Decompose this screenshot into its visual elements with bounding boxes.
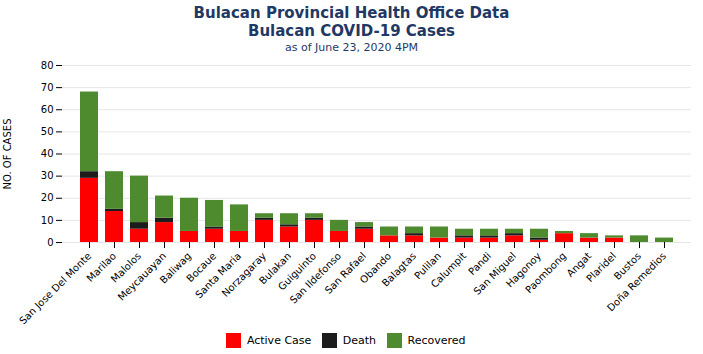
svg-text:Guiguinto: Guiguinto [275,250,319,293]
html-text:Bulacan Provincial Health Offi: Bulacan Provincial Health Office Data [193,4,510,22]
svg-text:Norzagaray: Norzagaray [219,250,269,299]
svg-text:Bulakan: Bulakan [257,250,294,287]
svg-text:30: 30 [41,170,54,181]
svg-text:70: 70 [41,82,54,93]
svg-text:Marilao: Marilao [84,250,119,284]
svg-text:San Ildefonso: San Ildefonso [287,250,344,306]
svg-text:Hagonoy: Hagonoy [503,250,544,290]
svg-text:10: 10 [41,215,54,226]
svg-text:Bustos: Bustos [611,250,644,282]
html-text:Death: Death [342,334,377,347]
svg-text:Plaridel: Plaridel [584,250,618,284]
svg-text:50: 50 [41,126,54,137]
svg-text:Santa Maria: Santa Maria [193,250,244,301]
svg-text:Bocaue: Bocaue [184,250,219,285]
svg-text:Angat: Angat [564,250,594,279]
svg-text:Meycauayan: Meycauayan [115,250,169,303]
svg-text:Obando: Obando [357,250,394,286]
svg-text:60: 60 [41,104,54,115]
svg-text:San Jose Del Monte: San Jose Del Monte [17,250,93,324]
svg-text:80: 80 [41,60,54,71]
html-text:as of June 23, 2020 4PM: as of June 23, 2020 4PM [284,41,419,54]
html-text:Active Case: Active Case [246,334,312,347]
svg-text:Paombong: Paombong [523,250,568,295]
svg-text:NO. OF CASES: NO. OF CASES [2,119,13,190]
svg-text:Malolos: Malolos [108,250,144,285]
svg-text:Balagtas: Balagtas [380,250,419,289]
svg-text:San Rafael: San Rafael [322,250,369,296]
svg-text:Pandi: Pandi [466,250,494,278]
svg-text:San Miguel: San Miguel [471,250,519,297]
svg-text:Baliwag: Baliwag [157,250,194,286]
html-text:Bulacan COVID-19 Cases: Bulacan COVID-19 Cases [248,22,455,40]
svg-text:Doña Remedios: Doña Remedios [605,250,668,313]
html-text:Recovered: Recovered [407,334,466,347]
svg-text:Pulilan: Pulilan [412,250,444,282]
svg-text:40: 40 [41,148,54,159]
svg-text:0: 0 [47,237,53,248]
svg-text:20: 20 [41,192,54,203]
svg-text:Calumpit: Calumpit [429,250,469,290]
